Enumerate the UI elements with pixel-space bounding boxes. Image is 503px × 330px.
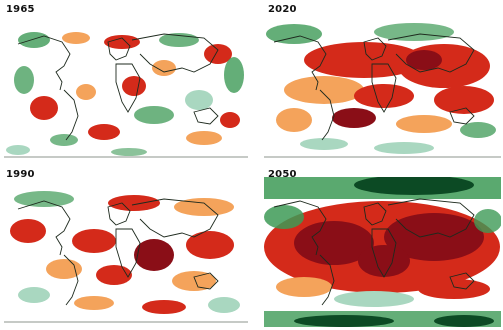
coastline-outline: [17, 33, 219, 141]
world-anomaly-map: [4, 185, 248, 325]
panel-year-label: 1965: [6, 4, 35, 15]
map-panel-1965: 1965: [0, 0, 251, 165]
anomaly-field: [264, 177, 501, 327]
map-panel-2020: 2020: [262, 0, 503, 165]
world-anomaly-map: [264, 177, 501, 327]
panel-year-label: 2050: [268, 169, 297, 180]
coastline-outline: [17, 198, 219, 306]
anomaly-field: [6, 32, 244, 156]
anomaly-field: [266, 23, 496, 154]
world-anomaly-map: [264, 20, 501, 160]
map-panel-2050: 2050: [262, 165, 503, 330]
world-anomaly-map: [4, 20, 248, 160]
map-panel-1990: 1990: [0, 165, 251, 330]
coastline-outline: [273, 198, 475, 306]
panel-year-label: 2020: [268, 4, 297, 15]
anomaly-field: [10, 191, 240, 314]
coastline-outline: [273, 33, 475, 141]
panel-year-label: 1990: [6, 169, 35, 180]
